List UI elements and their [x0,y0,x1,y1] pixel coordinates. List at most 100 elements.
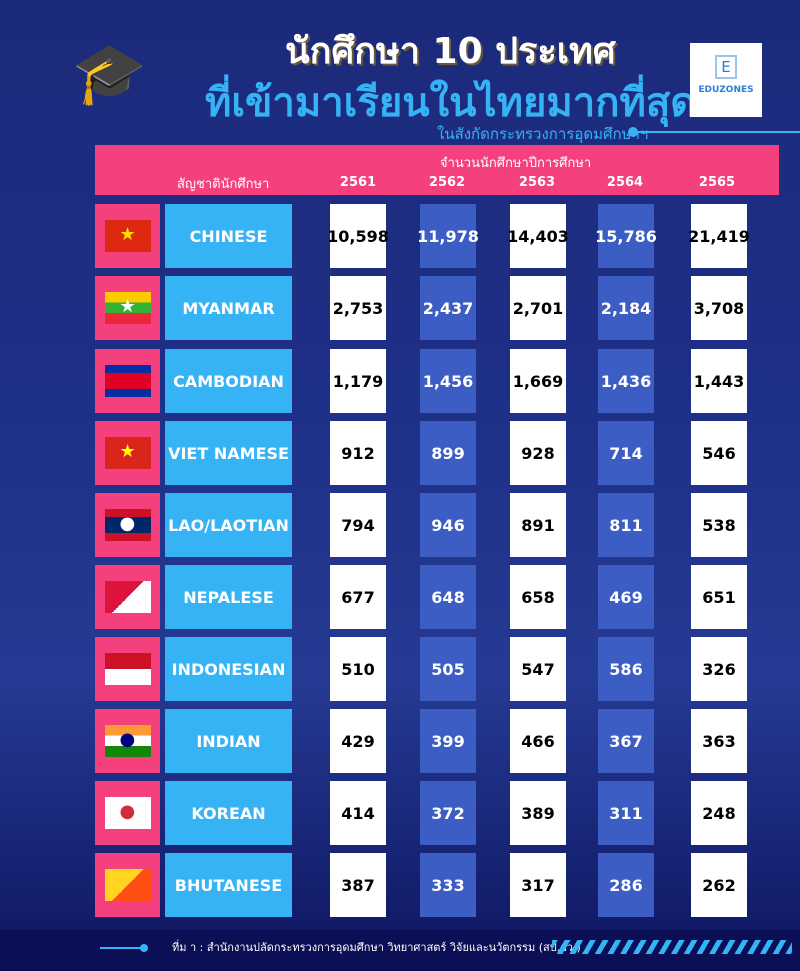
value-cell: 928 [510,421,566,485]
value-cell: 311 [598,781,654,845]
flag-icon: ● [104,509,151,541]
value-cell: 648 [420,565,476,629]
value-cell: 505 [420,637,476,701]
flag-cell: ★ [95,276,160,340]
value-cell: 21,419 [688,204,750,268]
flag-cell [95,853,160,917]
table-row: ★ CHINESE 10,598 11,978 14,403 15,786 21,419 [0,204,800,268]
value-cell: 1,179 [330,349,386,413]
flag-icon: ● [104,797,151,829]
flag-icon [104,653,151,685]
table-row: ★ VIET NAMESE 912 899 928 714 546 [0,421,800,485]
value-cell: 1,669 [510,349,566,413]
flag-icon [104,869,151,901]
value-cell: 891 [510,493,566,557]
flag-cell [95,565,160,629]
table-row: BHUTANESE 387 333 317 286 262 [0,853,800,917]
year-header: 2564 [606,175,644,190]
circuit-line [633,131,800,133]
value-cell: 946 [420,493,476,557]
value-cell: 414 [330,781,386,845]
circuit-dot [140,944,148,952]
group-header: จำนวนนักศึกษาปีการศึกษา [440,156,592,171]
flag-cell [95,349,160,413]
nationality-label: CAMBODIAN [165,349,292,413]
value-cell: 2,701 [510,276,566,340]
flag-cell: ★ [95,204,160,268]
value-cell: 677 [330,565,386,629]
table-header: จำนวนนักศึกษาปีการศึกษา สัญชาตินักศึกษา … [95,145,779,195]
value-cell: 586 [598,637,654,701]
nationality-label: VIET NAMESE [165,421,292,485]
flag-icon: ★ [104,220,151,252]
value-cell: 429 [330,709,386,773]
source-note: ที่ม า : สำนักงานปลัดกระทรวงการอุดมศึกษา… [172,941,581,954]
flag-cell: ● [95,709,160,773]
value-cell: 3,708 [691,276,747,340]
value-cell: 1,443 [691,349,747,413]
graduation-cap-icon: 🎓 [72,39,147,109]
flag-icon [104,581,151,613]
value-cell: 399 [420,709,476,773]
value-cell: 363 [691,709,747,773]
nationality-label: NEPALESE [165,565,292,629]
value-cell: 2,184 [598,276,654,340]
value-cell: 658 [510,565,566,629]
flag-icon: ● [104,725,151,757]
nationality-label: KOREAN [165,781,292,845]
year-header: 2561 [339,175,377,190]
value-cell: 2,753 [330,276,386,340]
value-cell: 794 [330,493,386,557]
year-header: 2565 [698,175,736,190]
nationality-label: MYANMAR [165,276,292,340]
circuit-line [100,947,142,949]
value-cell: 912 [330,421,386,485]
nationality-label: INDONESIAN [165,637,292,701]
year-header: 2563 [518,175,556,190]
value-cell: 10,598 [327,204,389,268]
value-cell: 466 [510,709,566,773]
table-row: ● KOREAN 414 372 389 311 248 [0,781,800,845]
value-cell: 333 [420,853,476,917]
year-header: 2562 [428,175,466,190]
value-cell: 1,456 [420,349,476,413]
table-row: INDONESIAN 510 505 547 586 326 [0,637,800,701]
nationality-label: INDIAN [165,709,292,773]
value-cell: 367 [598,709,654,773]
nationality-header: สัญชาตินักศึกษา [177,177,270,192]
flag-icon: ★ [104,292,151,324]
value-cell: 651 [691,565,747,629]
title-line-2: ที่เข้ามาเรียนในไทยมากที่สุด [205,80,697,126]
value-cell: 317 [510,853,566,917]
decorative-stripes [552,940,792,954]
table-row: ★ MYANMAR 2,753 2,437 2,701 2,184 3,708 [0,276,800,340]
subtitle: ในสังกัดกระทรวงการอุดมศึกษาฯ [437,125,649,143]
title-line-1: นักศึกษา 10 ประเทศ [285,31,616,72]
table-row: NEPALESE 677 648 658 469 651 [0,565,800,629]
value-cell: 899 [420,421,476,485]
nationality-label: LAO/LAOTIAN [165,493,292,557]
nationality-label: CHINESE [165,204,292,268]
value-cell: 538 [691,493,747,557]
value-cell: 14,403 [507,204,569,268]
value-cell: 387 [330,853,386,917]
value-cell: 547 [510,637,566,701]
table-row: ● LAO/LAOTIAN 794 946 891 811 538 [0,493,800,557]
flag-cell: ★ [95,421,160,485]
value-cell: 389 [510,781,566,845]
value-cell: 546 [691,421,747,485]
value-cell: 262 [691,853,747,917]
nationality-label: BHUTANESE [165,853,292,917]
flag-cell [95,637,160,701]
value-cell: 372 [420,781,476,845]
flag-icon: ★ [104,437,151,469]
value-cell: 714 [598,421,654,485]
value-cell: 286 [598,853,654,917]
value-cell: 811 [598,493,654,557]
value-cell: 510 [330,637,386,701]
flag-cell: ● [95,781,160,845]
value-cell: 326 [691,637,747,701]
value-cell: 469 [598,565,654,629]
value-cell: 11,978 [417,204,479,268]
table-row: CAMBODIAN 1,179 1,456 1,669 1,436 1,443 [0,349,800,413]
